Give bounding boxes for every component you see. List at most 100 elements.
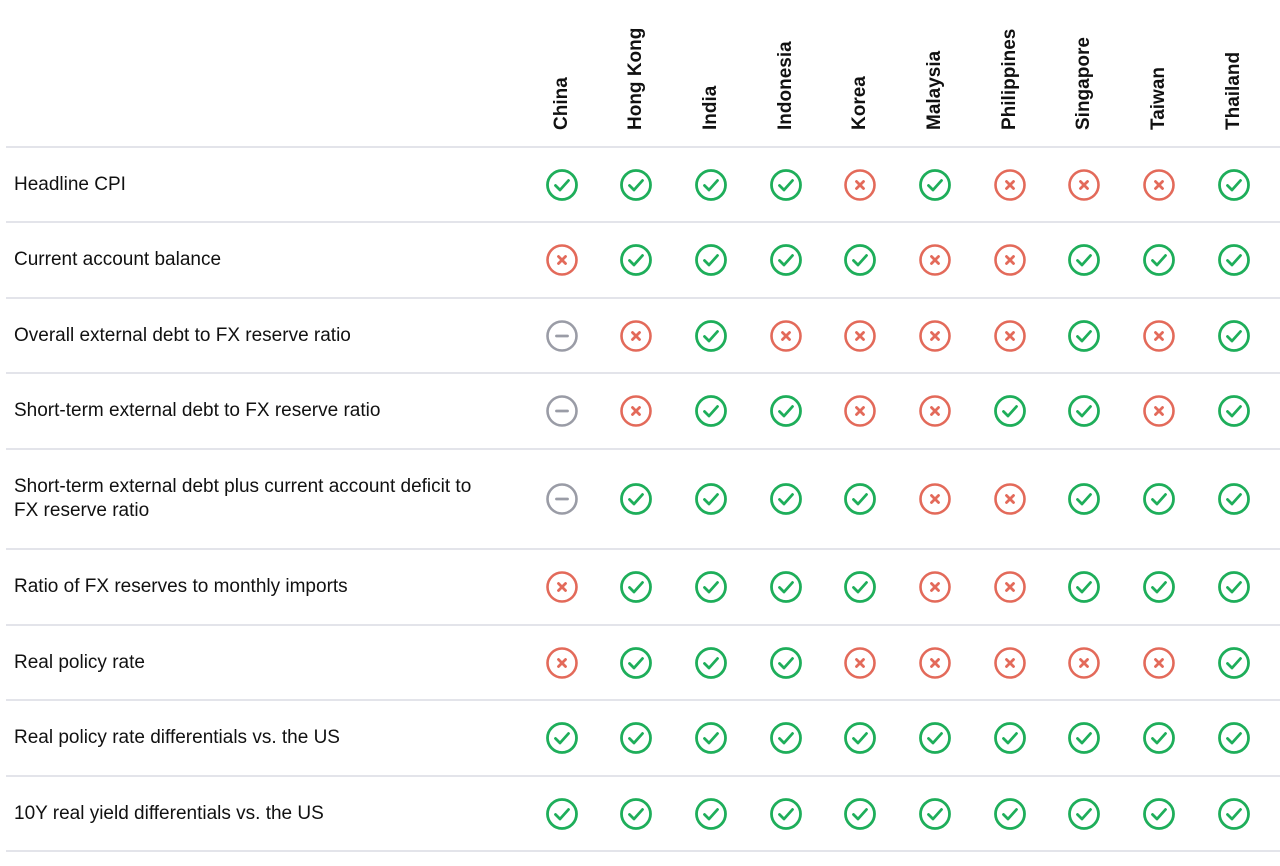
column-header-thailand: Thailand <box>1194 0 1274 146</box>
check-icon <box>1067 721 1101 755</box>
check-icon <box>993 394 1027 428</box>
table-row <box>6 699 1280 777</box>
cross-icon <box>619 319 653 353</box>
cross-icon <box>993 319 1027 353</box>
check-icon <box>694 482 728 516</box>
cross-icon <box>918 243 952 277</box>
column-header-label: Philippines <box>999 28 1020 130</box>
check-icon <box>694 243 728 277</box>
check-icon <box>1217 646 1251 680</box>
column-header-philippines: Philippines <box>970 0 1050 146</box>
row-label: Headline CPI <box>14 173 126 195</box>
check-icon <box>1067 797 1101 831</box>
cross-icon <box>918 394 952 428</box>
check-icon <box>1067 319 1101 353</box>
row-label: 10Y real yield differentials vs. the US <box>14 802 324 824</box>
column-header-label: Hong Kong <box>625 27 646 130</box>
row-label: Short-term external debt to FX reserve r… <box>14 400 381 421</box>
column-header-label: Malaysia <box>924 50 945 130</box>
cross-icon <box>843 319 877 353</box>
check-icon <box>843 797 877 831</box>
check-icon <box>918 797 952 831</box>
check-icon <box>993 721 1027 755</box>
neutral-icon <box>545 482 579 516</box>
check-icon <box>1067 394 1101 428</box>
check-icon <box>918 168 952 202</box>
check-icon <box>694 319 728 353</box>
cross-icon <box>1067 646 1101 680</box>
check-icon <box>694 168 728 202</box>
check-icon <box>769 646 803 680</box>
cross-icon <box>545 570 579 604</box>
table-row <box>6 146 1280 223</box>
check-icon <box>769 721 803 755</box>
column-header-taiwan: Taiwan <box>1119 0 1199 146</box>
check-icon <box>843 721 877 755</box>
cross-icon <box>545 243 579 277</box>
cross-icon <box>545 646 579 680</box>
cross-icon <box>918 646 952 680</box>
check-icon <box>1217 797 1251 831</box>
check-icon <box>843 570 877 604</box>
cross-icon <box>1142 646 1176 680</box>
check-icon <box>1067 570 1101 604</box>
column-header-korea: Korea <box>820 0 900 146</box>
check-icon <box>1217 243 1251 277</box>
check-icon <box>619 570 653 604</box>
check-icon <box>1142 797 1176 831</box>
check-icon <box>619 646 653 680</box>
table-row <box>6 624 1280 701</box>
table-row <box>6 297 1280 374</box>
check-icon <box>769 168 803 202</box>
cross-icon <box>993 168 1027 202</box>
check-icon <box>1217 570 1251 604</box>
cross-icon <box>993 646 1027 680</box>
table-row <box>6 221 1280 299</box>
cross-icon <box>843 646 877 680</box>
table-row <box>6 372 1280 450</box>
neutral-icon <box>545 319 579 353</box>
check-icon <box>545 721 579 755</box>
column-header-label: Indonesia <box>775 41 796 130</box>
check-icon <box>1217 394 1251 428</box>
cross-icon <box>918 570 952 604</box>
column-header-china: China <box>522 0 602 146</box>
table-row <box>6 548 1280 626</box>
check-icon <box>1142 570 1176 604</box>
check-icon <box>1217 168 1251 202</box>
check-icon <box>545 797 579 831</box>
row-label: Ratio of FX reserves to monthly imports <box>14 576 348 597</box>
check-icon <box>619 168 653 202</box>
column-header-label: Taiwan <box>1148 67 1169 130</box>
cross-icon <box>993 570 1027 604</box>
cross-icon <box>769 319 803 353</box>
check-icon <box>619 243 653 277</box>
cross-icon <box>1067 168 1101 202</box>
check-icon <box>1217 482 1251 516</box>
row-label: Short-term external debt plus current ac… <box>14 476 472 521</box>
table-bottom-border <box>6 850 1280 852</box>
cross-icon <box>993 482 1027 516</box>
check-icon <box>694 570 728 604</box>
column-header-india: India <box>671 0 751 146</box>
column-header-label: Singapore <box>1073 37 1094 130</box>
neutral-icon <box>545 394 579 428</box>
check-icon <box>694 721 728 755</box>
row-label: Overall external debt to FX reserve rati… <box>14 324 351 346</box>
check-icon <box>918 721 952 755</box>
cross-icon <box>918 319 952 353</box>
check-icon <box>1142 482 1176 516</box>
check-icon <box>769 797 803 831</box>
column-header-hong-kong: Hong Kong <box>596 0 676 146</box>
cross-icon <box>1142 394 1176 428</box>
check-icon <box>619 482 653 516</box>
check-icon <box>694 646 728 680</box>
cross-icon <box>843 168 877 202</box>
check-icon <box>1217 721 1251 755</box>
check-icon <box>619 721 653 755</box>
check-icon <box>843 482 877 516</box>
check-icon <box>769 243 803 277</box>
check-icon <box>1142 721 1176 755</box>
check-icon <box>769 570 803 604</box>
